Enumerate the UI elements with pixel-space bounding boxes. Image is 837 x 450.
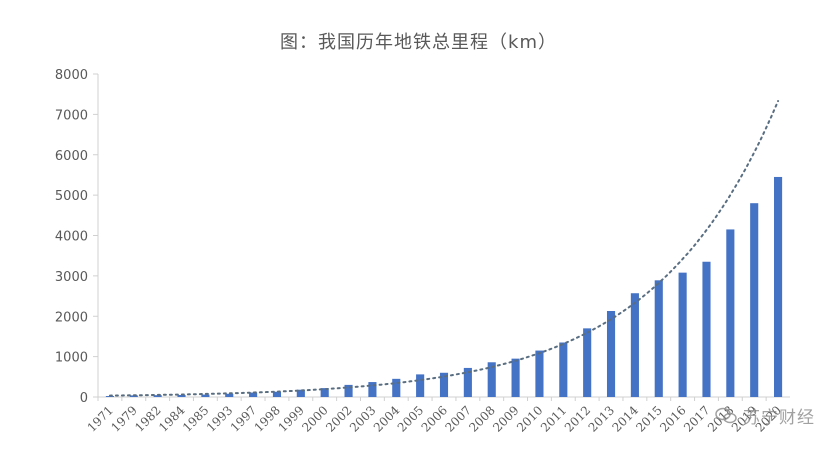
bar [416, 374, 425, 397]
x-tick-label: 2009 [490, 403, 521, 434]
bar [320, 388, 329, 397]
x-tick-label: 1993 [204, 403, 235, 434]
watermark: 苏宁财经 [715, 403, 815, 428]
bar [511, 358, 520, 397]
bar [774, 176, 783, 397]
bar [177, 394, 186, 397]
x-tick-label: 2010 [514, 403, 545, 434]
x-tick-label: 2000 [299, 403, 330, 434]
x-tick-label: 2005 [395, 403, 426, 434]
bar [487, 362, 496, 397]
x-tick-label: 2008 [466, 403, 497, 434]
trend-line [108, 100, 780, 397]
bar [678, 272, 687, 397]
bar [726, 229, 735, 397]
bar [583, 328, 592, 397]
x-tick-label: 2013 [586, 403, 617, 434]
bar [272, 391, 282, 397]
x-tick-label: 1985 [180, 403, 211, 434]
bar [201, 394, 210, 397]
x-tick-label: 1971 [85, 403, 116, 434]
bar [463, 367, 472, 397]
x-tick-label: 1982 [132, 403, 163, 434]
y-tick-label: 0 [80, 391, 88, 406]
bar [249, 392, 258, 397]
x-tick-label: 2004 [371, 403, 403, 435]
bar [654, 280, 663, 397]
bar [296, 389, 305, 397]
bar [630, 293, 639, 397]
x-tick-label: 2003 [347, 403, 378, 434]
x-tick-label: 1984 [156, 403, 188, 435]
watermark-text: 苏宁财经 [743, 408, 815, 428]
x-tick-label: 1997 [228, 403, 259, 434]
x-tick-label: 2017 [681, 403, 712, 434]
x-tick-label: 2016 [657, 403, 688, 434]
bar [750, 203, 759, 397]
bar [368, 382, 377, 397]
y-tick-label: 4000 [55, 230, 88, 245]
bar [225, 393, 234, 397]
bar [392, 378, 401, 397]
y-tick-label: 7000 [55, 108, 88, 123]
bar [535, 350, 544, 397]
bar [702, 261, 711, 397]
chat-bubble-icon [715, 407, 737, 423]
x-tick-label: 1979 [108, 403, 139, 434]
y-tick-label: 2000 [55, 310, 88, 325]
x-tick-label: 2007 [442, 403, 473, 434]
x-tick-label: 2012 [562, 403, 593, 434]
y-tick-label: 8000 [55, 68, 88, 83]
x-tick-label: 1998 [252, 403, 283, 434]
bar [344, 384, 353, 397]
chart-title: 图：我国历年地铁总里程（km） [280, 32, 557, 53]
x-tick-label: 2015 [633, 403, 664, 434]
y-tick-label: 3000 [55, 270, 88, 285]
bar [606, 311, 616, 397]
x-tick-label: 1999 [275, 403, 306, 434]
x-tick-label: 2006 [419, 403, 450, 434]
bar [559, 342, 568, 397]
y-tick-label: 1000 [55, 351, 88, 366]
bar [153, 395, 162, 397]
x-tick-label: 2014 [610, 403, 642, 435]
y-tick-label: 6000 [55, 149, 88, 164]
x-tick-label: 2002 [323, 403, 354, 434]
x-tick-label: 2011 [538, 403, 569, 434]
bar [439, 372, 449, 397]
y-tick-label: 5000 [55, 189, 88, 204]
